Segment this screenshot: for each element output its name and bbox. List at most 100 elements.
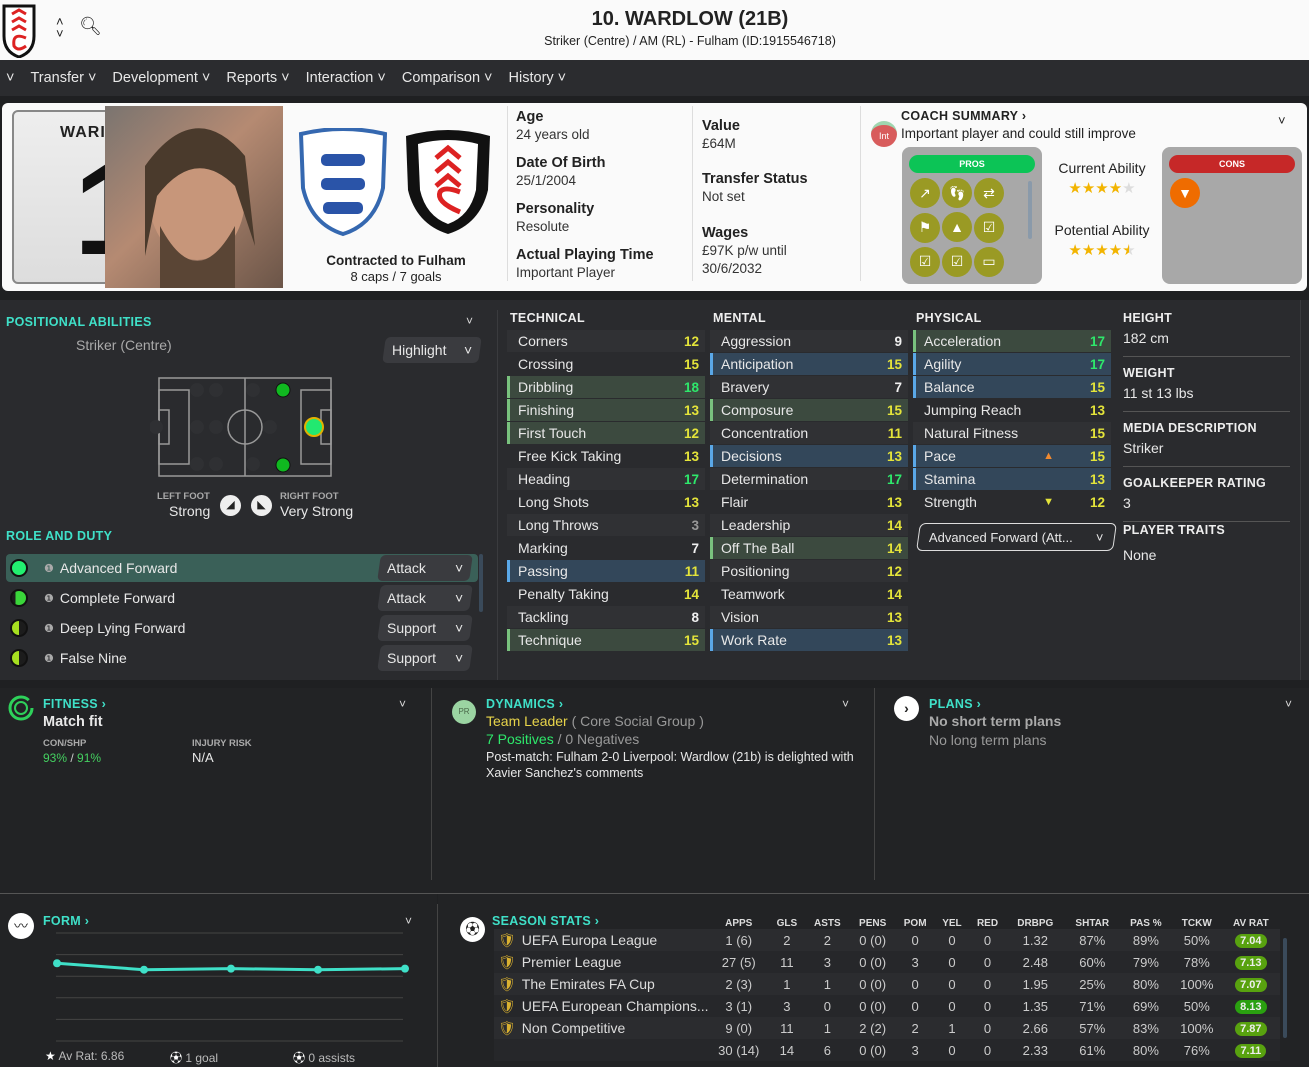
nav-menu-chevron[interactable]: ˅: [6, 70, 15, 86]
weakness-icon[interactable]: ▼: [1170, 178, 1200, 208]
coach-collapse-chevron[interactable]: ˅: [1278, 113, 1286, 128]
improvement-icon[interactable]: ↗: [910, 178, 940, 208]
dynamics-collapse-chevron[interactable]: ˅: [842, 697, 850, 711]
plans-arrow-icon[interactable]: ›: [894, 696, 919, 721]
duty-dropdown[interactable]: Support ˅: [377, 615, 473, 641]
nav-comparison[interactable]: Comparison ˅: [401, 70, 493, 86]
form-collapse-chevron[interactable]: ˅: [405, 914, 413, 928]
attribute-row[interactable]: Acceleration 17: [913, 330, 1111, 352]
report-check-icon[interactable]: ☑: [974, 212, 1004, 243]
season-stats-link[interactable]: SEASON STATS ›: [492, 914, 600, 928]
report-check-icon[interactable]: ☑: [942, 246, 972, 277]
flag-icon[interactable]: ⚑: [910, 212, 940, 243]
positional-collapse-chevron[interactable]: ˅: [466, 314, 474, 328]
stats-row[interactable]: 🛡︎ UEFA Europa League 1 (6) 2 2 0 (0) 0 0 0 1.32 8…: [494, 929, 1280, 951]
competition-cell[interactable]: 🛡︎ Non Competitive: [494, 1017, 709, 1039]
attribute-row[interactable]: Work Rate 13: [710, 629, 908, 651]
competition-cell[interactable]: 🛡︎ Premier League: [494, 951, 709, 973]
competition-cell[interactable]: 🛡︎ UEFA Europa League: [494, 929, 709, 951]
form-link[interactable]: FORM ›: [43, 914, 90, 928]
attribute-row[interactable]: Decisions 13: [710, 445, 908, 467]
attribute-row[interactable]: Technique 15: [507, 629, 705, 651]
attribute-row[interactable]: Passing 11: [507, 560, 705, 582]
attribute-row[interactable]: Jumping Reach 13: [913, 399, 1111, 421]
coach-avatar[interactable]: Int: [871, 121, 897, 147]
info-icon[interactable]: ❶: [44, 562, 54, 575]
attribute-row[interactable]: Free Kick Taking 13: [507, 445, 705, 467]
attribute-row[interactable]: Determination 17: [710, 468, 908, 490]
attribute-row[interactable]: Anticipation 15: [710, 353, 908, 375]
attribute-row[interactable]: Flair 13: [710, 491, 908, 513]
attribute-name: Aggression: [721, 333, 792, 349]
competition-cell[interactable]: 🛡︎ UEFA European Champions...: [494, 995, 709, 1017]
attribute-row[interactable]: Heading 17: [507, 468, 705, 490]
coach-summary-link[interactable]: COACH SUMMARY ›: [901, 109, 1027, 123]
attribute-row[interactable]: Teamwork 14: [710, 583, 908, 605]
attribute-row[interactable]: Pace ▲ 15: [913, 445, 1111, 467]
stats-row[interactable]: 🛡︎ The Emirates FA Cup 2 (3) 1 1 0 (0) 0 0 0 1.95…: [494, 973, 1280, 995]
plans-collapse-chevron[interactable]: ˅: [1285, 697, 1293, 711]
attribute-row[interactable]: Penalty Taking 14: [507, 583, 705, 605]
info-icon[interactable]: ❶: [44, 592, 54, 605]
nav-history[interactable]: History ˅: [508, 70, 567, 86]
attribute-row[interactable]: Long Shots 13: [507, 491, 705, 513]
attribute-row[interactable]: Corners 12: [507, 330, 705, 352]
plans-link[interactable]: PLANS ›: [929, 697, 982, 711]
fitness-link[interactable]: FITNESS ›: [43, 697, 107, 711]
attribute-row[interactable]: Natural Fitness 15: [913, 422, 1111, 444]
pros-scrollbar[interactable]: [1028, 181, 1032, 239]
attribute-row[interactable]: Finishing 13: [507, 399, 705, 421]
season-stats-scrollbar[interactable]: [1283, 938, 1287, 1038]
attribute-name: Technique: [518, 632, 582, 648]
role-row[interactable]: ❶ Deep Lying Forward: [6, 614, 478, 642]
duty-dropdown[interactable]: Attack ˅: [377, 585, 473, 611]
role-row[interactable]: ❶ False Nine: [6, 644, 478, 672]
dynamics-link[interactable]: DYNAMICS ›: [486, 697, 564, 711]
competition-cell[interactable]: [494, 1039, 709, 1061]
nav-development[interactable]: Development ˅: [112, 70, 211, 86]
attribute-row[interactable]: Aggression 9: [710, 330, 908, 352]
stats-row[interactable]: 🛡︎ Non Competitive 9 (0) 11 1 2 (2) 2 1 0 2.66 57%…: [494, 1017, 1280, 1039]
club-crest-icon[interactable]: [0, 2, 40, 58]
competition-cell[interactable]: 🛡︎ The Emirates FA Cup: [494, 973, 709, 995]
stats-row[interactable]: 🛡︎ UEFA European Champions... 3 (1) 3 0 0 (0)…: [494, 995, 1280, 1017]
cone-target-icon[interactable]: ▲: [942, 212, 972, 242]
attribute-row[interactable]: Agility 17: [913, 353, 1111, 375]
nav-reports[interactable]: Reports ˅: [226, 70, 290, 86]
nav-transfer[interactable]: Transfer ˅: [30, 70, 97, 86]
attribute-row[interactable]: Strength ▼ 12: [913, 491, 1111, 513]
roles-scrollbar[interactable]: [479, 554, 483, 612]
attribute-row[interactable]: Bravery 7: [710, 376, 908, 398]
attribute-row[interactable]: Concentration 11: [710, 422, 908, 444]
attribute-row[interactable]: Stamina 13: [913, 468, 1111, 490]
duty-dropdown[interactable]: Support ˅: [377, 645, 473, 671]
attribute-row[interactable]: Positioning 12: [710, 560, 908, 582]
search-icon[interactable]: 🔍︎: [79, 16, 102, 36]
attribute-row[interactable]: Long Throws 3: [507, 514, 705, 536]
attribute-row[interactable]: Vision 13: [710, 606, 908, 628]
role-attributes-dropdown[interactable]: Advanced Forward (Att... ˅: [916, 523, 1117, 551]
pitch-icon[interactable]: ▭: [974, 246, 1004, 277]
attribute-row[interactable]: Composure 15: [710, 399, 908, 421]
fitness-collapse-chevron[interactable]: ˅: [399, 697, 407, 711]
attribute-row[interactable]: Marking 7: [507, 537, 705, 559]
attribute-row[interactable]: Balance 15: [913, 376, 1111, 398]
nav-interaction[interactable]: Interaction ˅: [305, 70, 386, 86]
footprint-icon[interactable]: 👣︎: [942, 178, 972, 208]
highlight-dropdown[interactable]: Highlight ˅: [382, 337, 482, 363]
info-icon[interactable]: ❶: [44, 652, 54, 665]
report-check-icon[interactable]: ☑: [910, 246, 940, 277]
attribute-row[interactable]: Off The Ball 14: [710, 537, 908, 559]
attribute-row[interactable]: Crossing 15: [507, 353, 705, 375]
stats-row[interactable]: 🛡︎ Premier League 27 (5) 11 3 0 (0) 3 0 0 2.48 60%…: [494, 951, 1280, 973]
attribute-row[interactable]: Tackling 8: [507, 606, 705, 628]
duty-dropdown[interactable]: Attack ˅: [377, 555, 473, 581]
attribute-row[interactable]: Leadership 14: [710, 514, 908, 536]
stats-row[interactable]: 30 (14) 14 6 0 (0) 3 0 0 2.33 61% 80% 76% 7.11: [494, 1039, 1280, 1061]
info-icon[interactable]: ❶: [44, 622, 54, 635]
passing-icon[interactable]: ⇄: [974, 178, 1004, 208]
prev-next-arrows-icon[interactable]: ˄ ˅: [56, 14, 64, 41]
attribute-row[interactable]: Dribbling 18: [507, 376, 705, 398]
attribute-row[interactable]: First Touch 12: [507, 422, 705, 444]
role-row[interactable]: ❶ Complete Forward: [6, 584, 478, 612]
